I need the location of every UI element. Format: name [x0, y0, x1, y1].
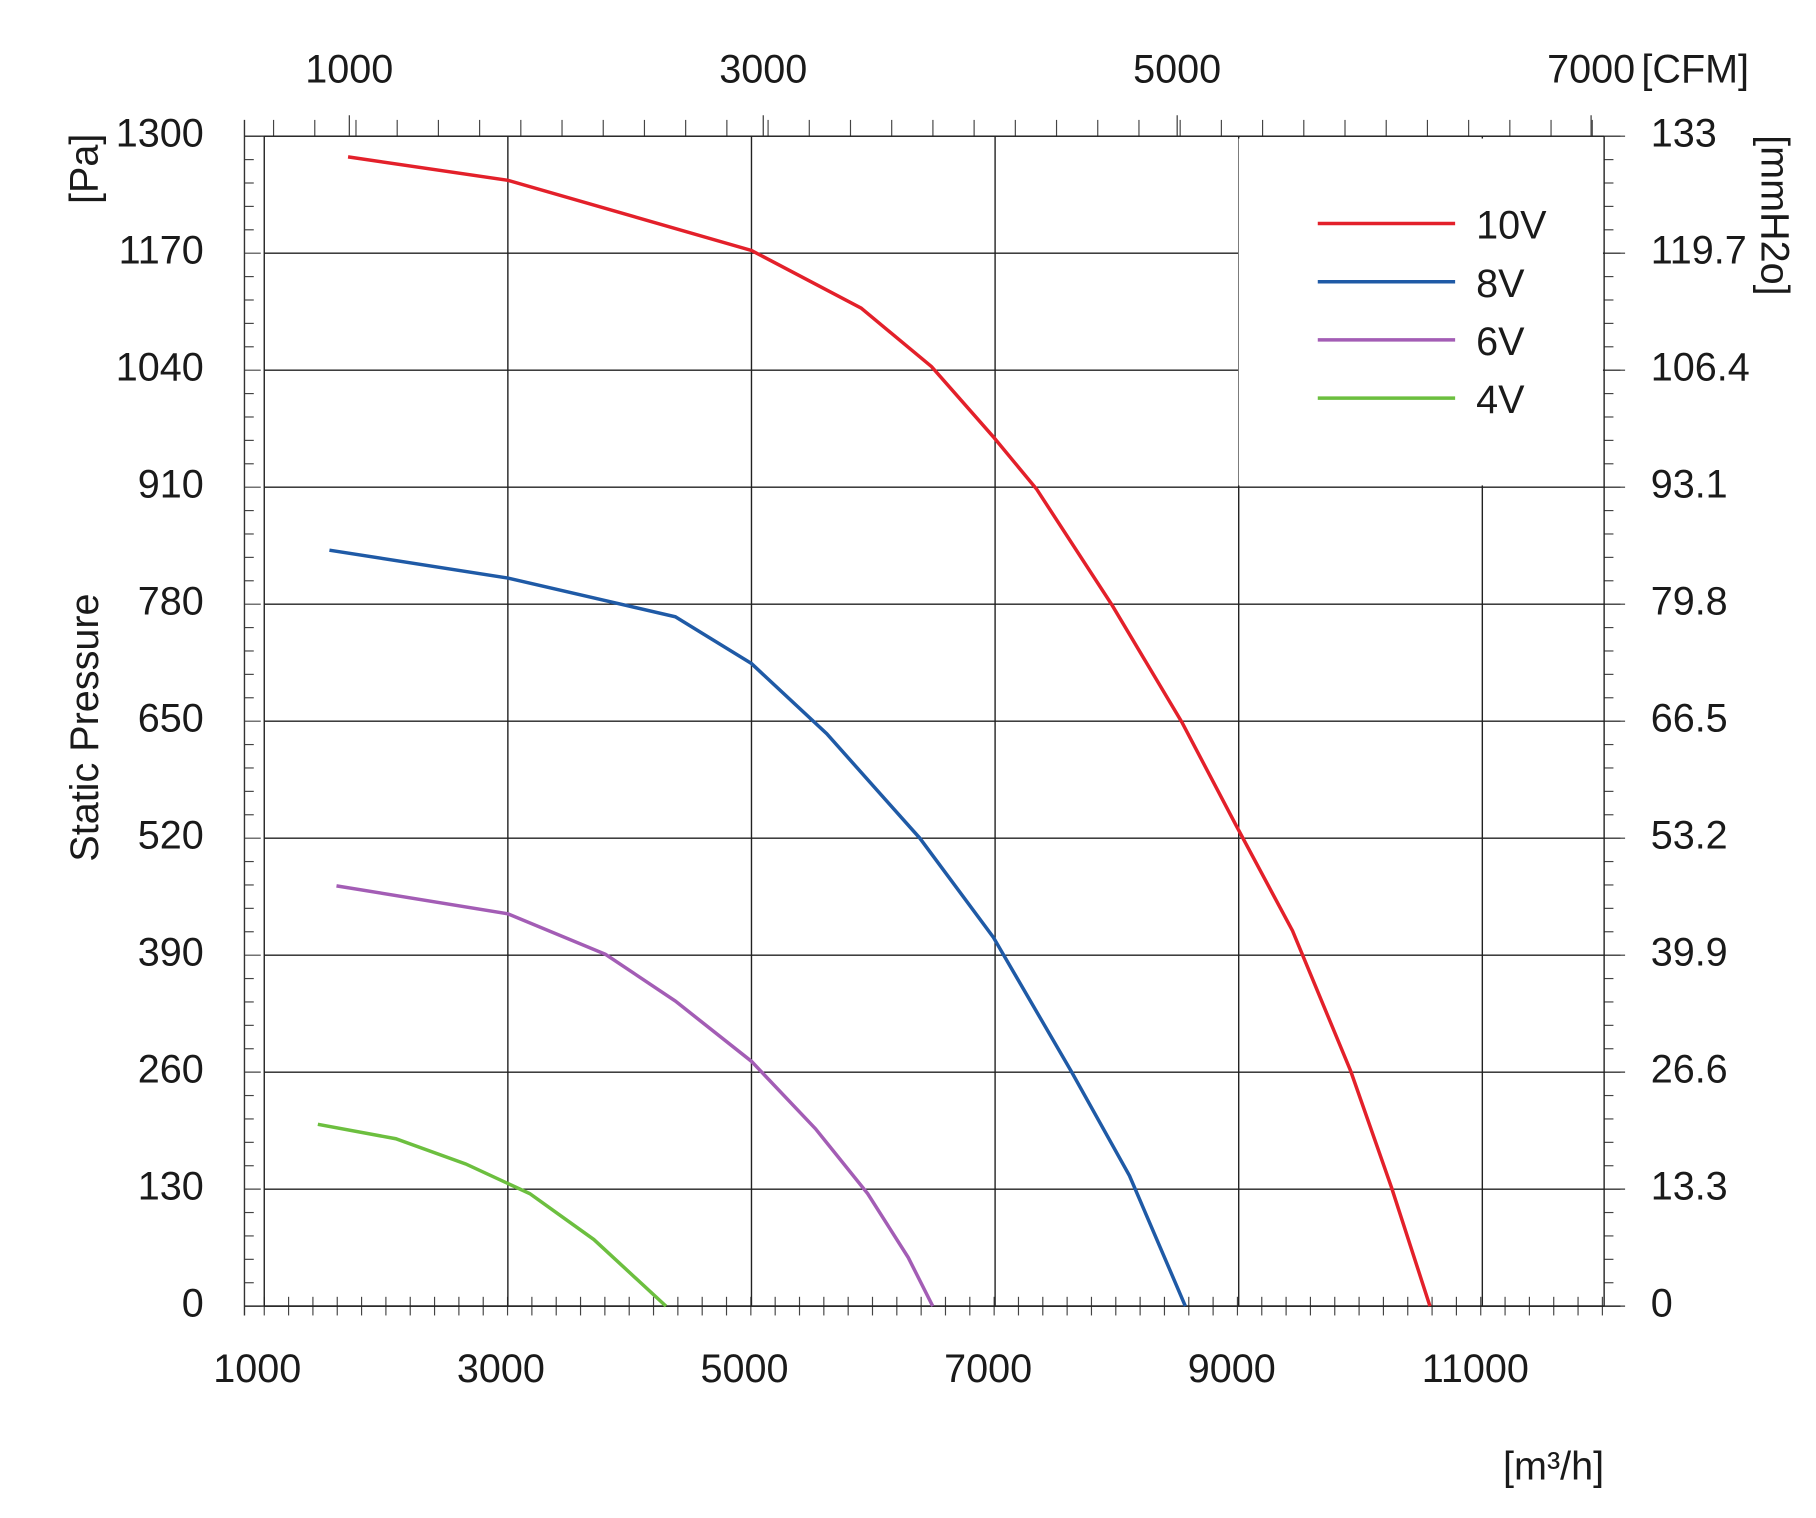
- legend-label: 10V: [1476, 204, 1547, 248]
- y-tick-label: 260: [138, 1048, 204, 1092]
- legend-label: 6V: [1476, 320, 1525, 364]
- y-tick-label: 650: [138, 697, 204, 741]
- y2-tick-label: 93.1: [1651, 463, 1728, 507]
- y2-tick-label: 79.8: [1651, 580, 1728, 624]
- x2-tick-label: 5000: [1133, 48, 1221, 92]
- x-tick-label: 1000: [213, 1347, 301, 1391]
- y-unit: [Pa]: [63, 134, 107, 204]
- y2-tick-label: 26.6: [1651, 1048, 1728, 1092]
- y-tick-label: 1170: [119, 229, 204, 273]
- x-tick-label: 9000: [1188, 1347, 1276, 1391]
- y-tick-label: 1300: [116, 112, 204, 156]
- series-line: [336, 884, 935, 1307]
- y2-tick-label: 0: [1651, 1282, 1673, 1326]
- y2-tick-label: 106.4: [1651, 346, 1750, 390]
- y2-tick-label: 133: [1651, 112, 1717, 156]
- legend-label: 4V: [1476, 378, 1525, 422]
- y2-tick-label: 119.7: [1651, 229, 1747, 273]
- y-tick-label: 130: [138, 1165, 204, 1209]
- x2-tick-label: 7000: [1547, 48, 1635, 92]
- series-line: [329, 548, 1187, 1307]
- legend-box: [1238, 138, 1603, 486]
- x2-tick-label: 1000: [305, 48, 393, 92]
- legend-label: 8V: [1476, 262, 1525, 306]
- y-tick-label: 780: [138, 580, 204, 624]
- x-unit: [m³/h]: [1503, 1445, 1604, 1489]
- y-tick-label: 910: [138, 463, 204, 507]
- y-tick-label: 1040: [116, 346, 204, 390]
- y2-unit: [mmH2o]: [1752, 135, 1796, 295]
- x-tick-label: 5000: [700, 1347, 788, 1391]
- y-tick-label: 520: [138, 814, 204, 858]
- x2-unit: [CFM]: [1641, 48, 1749, 92]
- y2-tick-label: 39.9: [1651, 931, 1728, 975]
- y-tick-label: 390: [138, 931, 204, 975]
- x-tick-label: 11000: [1422, 1347, 1529, 1391]
- y2-tick-label: 13.3: [1651, 1165, 1728, 1209]
- x-tick-label: 7000: [944, 1347, 1032, 1391]
- series-line: [347, 155, 1432, 1307]
- y2-tick-label: 66.5: [1651, 697, 1728, 741]
- y-tick-label: 0: [182, 1282, 204, 1326]
- series-line: [317, 1122, 668, 1308]
- y-axis-label: Static Pressure: [63, 593, 107, 861]
- x-tick-label: 3000: [457, 1347, 545, 1391]
- x2-tick-label: 3000: [719, 48, 807, 92]
- y2-tick-label: 53.2: [1651, 814, 1728, 858]
